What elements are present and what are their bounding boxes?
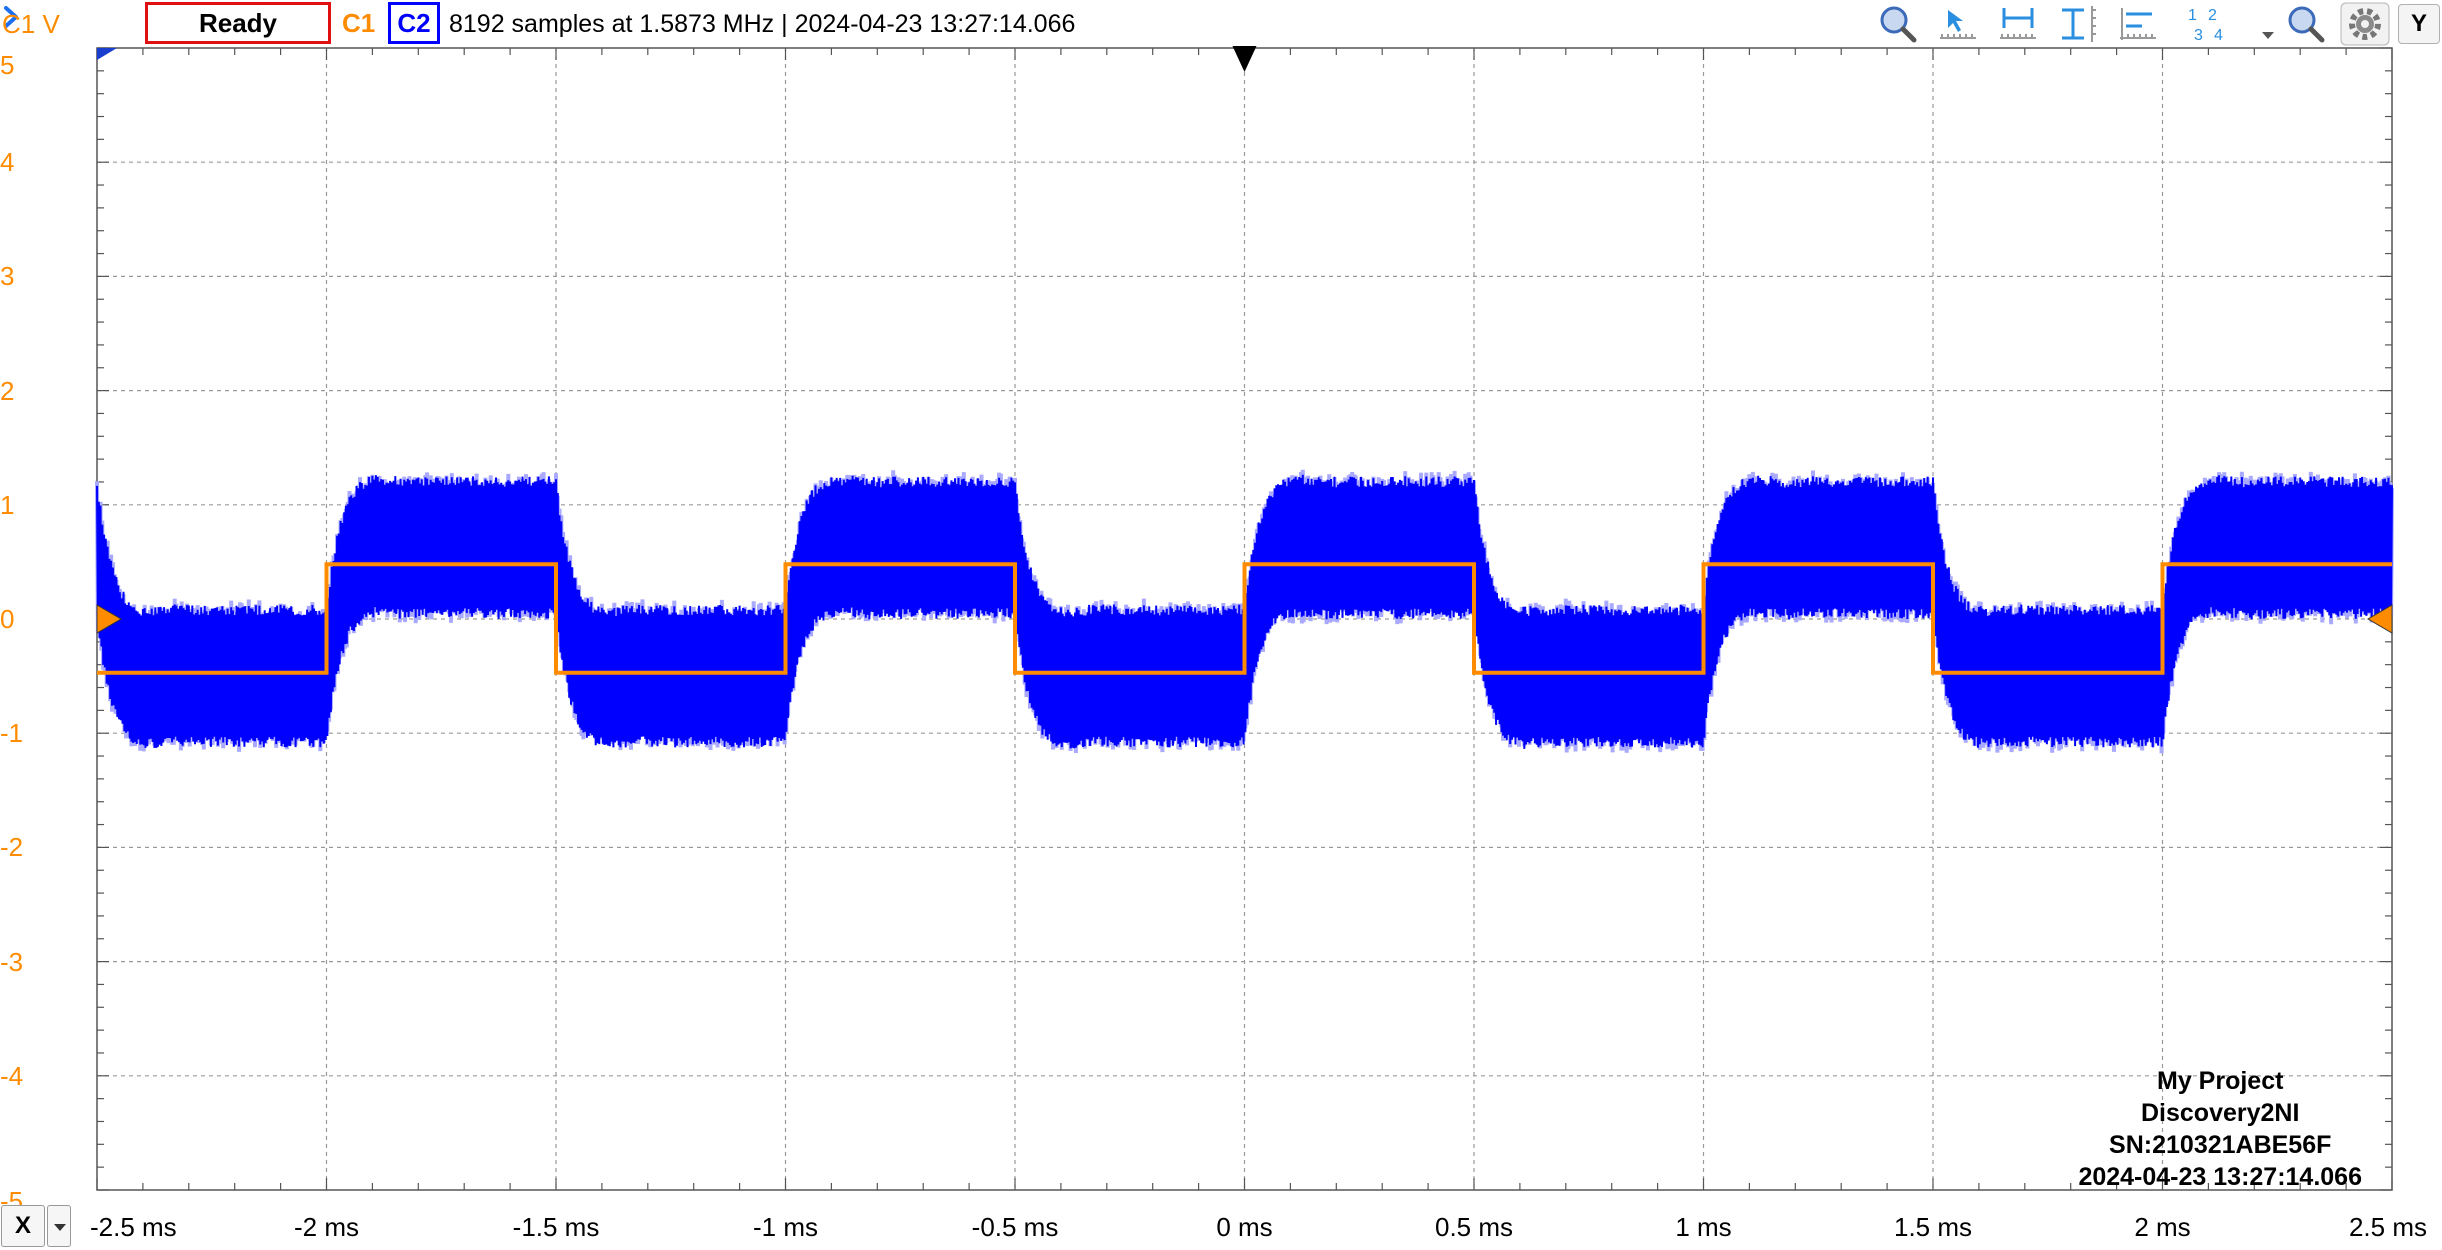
y-tick-label: -1 (0, 718, 24, 749)
device-serial: SN:210321ABE56F (2109, 1131, 2332, 1159)
svg-text:1: 1 (2188, 7, 2197, 24)
plot-traces (95, 469, 2394, 754)
trigger-position-icon[interactable] (1232, 46, 1257, 72)
svg-text:3: 3 (2194, 27, 2203, 44)
channel2-button[interactable]: C2 (388, 2, 440, 44)
y-tick-label: -4 (0, 1060, 24, 1091)
device-info: My Project Discovery2NI SN:210321ABE56F … (2078, 1065, 2362, 1193)
device-model: Discovery2NI (2141, 1099, 2300, 1127)
x-tick-label: 0 ms (1216, 1212, 1273, 1242)
y-tick-label: 1 (0, 489, 15, 520)
channel1-button[interactable]: C1 (342, 8, 376, 38)
y-tick-label: 0 (0, 604, 15, 634)
plot-markers (96, 46, 2393, 634)
y-tick-label: -3 (0, 946, 24, 977)
x-tick-label: -2 ms (294, 1212, 359, 1242)
y-tick-label: 4 (0, 147, 15, 178)
y-axis-button[interactable]: Y (2398, 4, 2440, 44)
c1-trace (97, 562, 2392, 675)
acquisition-info-text: 8192 samples at 1.5873 MHz (449, 10, 775, 38)
x-tick-label: -1.5 ms (512, 1212, 600, 1242)
dropdown-arrow-icon[interactable] (2256, 2, 2280, 46)
scroll-start-icon[interactable] (97, 48, 117, 60)
x-tick-label: 0.5 ms (1434, 1212, 1514, 1242)
run-status-button[interactable]: Ready (145, 2, 331, 44)
y-tick-label: 2 (0, 375, 15, 406)
x-tick-label: 1 ms (1675, 1212, 1732, 1242)
toolbar: C1 V Ready C1 C2 8192 samples at 1.5873 … (0, 0, 2442, 48)
x-axis-button[interactable]: X (1, 1205, 45, 1247)
vertical-measure-icon[interactable] (2056, 2, 2100, 46)
channel-unit-label: C1 V (2, 9, 60, 39)
x-tick-label: -0.5 ms (971, 1212, 1059, 1242)
x-tick-label: -2.5 ms (90, 1212, 177, 1242)
settings-gear-icon[interactable] (2340, 2, 2390, 46)
svg-text:4: 4 (2214, 27, 2223, 44)
cursor-tool-icon[interactable] (2116, 2, 2160, 46)
zoom-out-icon[interactable] (2284, 2, 2328, 46)
y-tick-label: 5 (0, 50, 15, 80)
run-arrow-icon[interactable] (0, 0, 24, 34)
zoom-in-icon[interactable] (1876, 2, 1920, 46)
x-tick-label: -1 ms (753, 1212, 818, 1242)
y-tick-label: 3 (0, 261, 15, 292)
acquisition-timestamp: | 2024-04-23 13:27:14.066 (781, 10, 1076, 38)
x-axis-dropdown[interactable] (47, 1205, 71, 1247)
channel-order-icon[interactable]: 1 2 3 4 (2184, 2, 2236, 46)
acquisition-info: 8192 samples at 1.5873 MHz | 2024-04-23 … (449, 7, 1075, 41)
c1-offset-marker-icon[interactable] (96, 604, 122, 634)
x-tick-label: 2.5 ms (2348, 1212, 2427, 1242)
trigger-level-marker-icon[interactable] (2367, 604, 2393, 634)
x-tick-label: 2 ms (2134, 1212, 2191, 1242)
select-arrow-icon[interactable] (1936, 2, 1980, 46)
device-project: My Project (2157, 1067, 2284, 1095)
x-tick-label: 1.5 ms (1893, 1212, 1973, 1242)
svg-text:2: 2 (2208, 7, 2217, 24)
device-timestamp: 2024-04-23 13:27:14.066 (2078, 1163, 2362, 1191)
horizontal-measure-icon[interactable] (1996, 2, 2040, 46)
y-tick-label: -2 (0, 832, 24, 863)
